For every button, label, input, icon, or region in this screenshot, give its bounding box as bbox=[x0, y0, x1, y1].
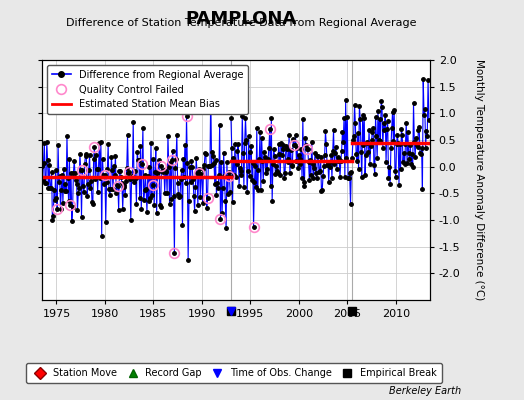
Legend: Difference from Regional Average, Quality Control Failed, Estimated Station Mean: Difference from Regional Average, Qualit… bbox=[47, 65, 248, 114]
Legend: Station Move, Record Gap, Time of Obs. Change, Empirical Break: Station Move, Record Gap, Time of Obs. C… bbox=[26, 364, 442, 383]
Y-axis label: Monthly Temperature Anomaly Difference (°C): Monthly Temperature Anomaly Difference (… bbox=[474, 59, 484, 301]
Text: Difference of Station Temperature Data from Regional Average: Difference of Station Temperature Data f… bbox=[66, 18, 416, 28]
Text: Berkeley Earth: Berkeley Earth bbox=[389, 386, 461, 396]
Text: PAMPLONA: PAMPLONA bbox=[185, 10, 297, 28]
